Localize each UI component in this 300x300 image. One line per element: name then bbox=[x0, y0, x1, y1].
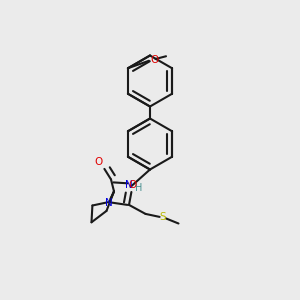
Text: N: N bbox=[125, 180, 133, 190]
Text: H: H bbox=[135, 183, 142, 194]
Text: O: O bbox=[128, 180, 136, 190]
Text: O: O bbox=[150, 55, 158, 64]
Text: N: N bbox=[105, 198, 112, 208]
Text: S: S bbox=[160, 212, 166, 223]
Text: O: O bbox=[95, 157, 103, 167]
